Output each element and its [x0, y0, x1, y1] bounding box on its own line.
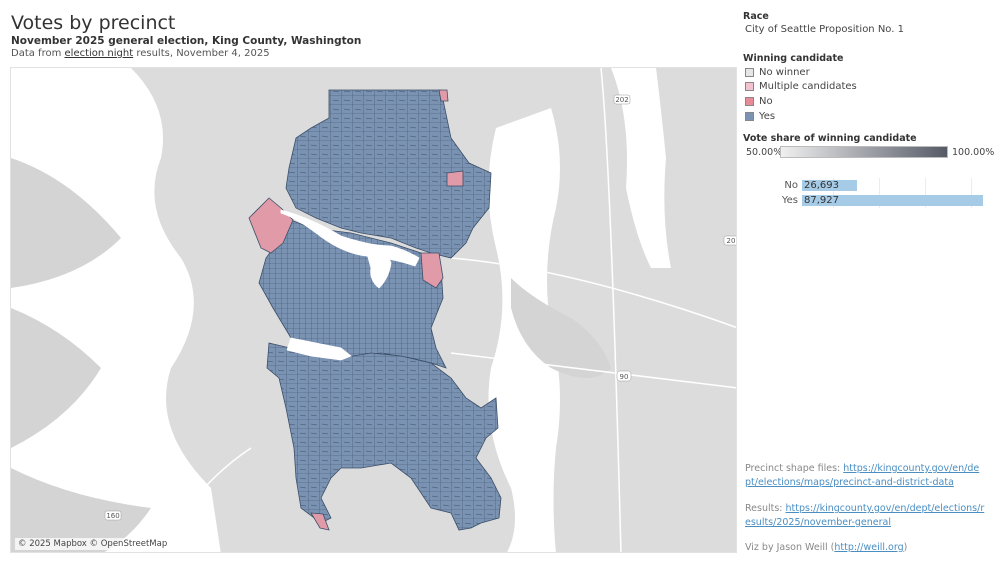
south-no-precinct — [310, 512, 330, 531]
bar-label-no: No — [784, 180, 798, 191]
share-min: 50.00% — [746, 147, 783, 158]
viz-prefix: Viz by Jason Weill ( — [745, 542, 835, 553]
legend-item-no-winner[interactable]: No winner — [745, 66, 810, 78]
swatch-icon — [745, 111, 754, 121]
road-label-20: 20 — [727, 237, 736, 245]
swatch-icon — [745, 67, 754, 77]
ship-canal-water — [280, 209, 420, 267]
legend-label: No winner — [759, 66, 810, 78]
source-suffix: results, November 4, 2025 — [133, 48, 270, 59]
map-attribution: © 2025 Mapbox © OpenStreetMap — [15, 538, 171, 550]
north-tip-no-precinct — [438, 89, 449, 102]
data-source: Data from election night results, Novemb… — [11, 48, 270, 59]
lake-union-water — [365, 249, 392, 289]
legend-panel: Race City of Seattle Proposition No. 1 W… — [743, 0, 995, 562]
precinct-source-note: Precinct shape files: https://kingcounty… — [745, 462, 985, 490]
page-subtitle: November 2025 general election, King Cou… — [11, 35, 362, 47]
precinct-shapes[interactable] — [248, 89, 502, 531]
road-label-90: 90 — [620, 373, 629, 381]
bar-value-no: 26,693 — [804, 180, 839, 191]
legend-item-yes[interactable]: Yes — [745, 110, 775, 122]
road-label-160: 160 — [106, 512, 119, 520]
viz-credit: Viz by Jason Weill (http://weill.org) — [745, 541, 985, 555]
chart-gridline — [925, 178, 926, 208]
north-seattle-precincts — [285, 89, 492, 259]
legend-label: Yes — [759, 110, 776, 122]
chart-gridline — [833, 178, 834, 208]
legend-label: Multiple candidates — [759, 80, 857, 92]
swatch-icon — [745, 81, 754, 91]
chart-gridline — [971, 178, 972, 208]
share-max: 100.00% — [952, 147, 995, 158]
precinct-prefix: Precinct shape files: — [745, 463, 844, 474]
page-title: Votes by precinct — [11, 12, 176, 34]
election-night-link[interactable]: election night — [64, 48, 134, 59]
precinct-map[interactable]: 202 160 90 20 © 2025 Mapbox © OpenStreet… — [10, 67, 737, 553]
source-prefix: Data from — [11, 48, 65, 59]
swatch-icon — [745, 96, 754, 106]
road-shields: 202 160 90 20 — [104, 94, 736, 521]
legend-item-multiple[interactable]: Multiple candidates — [745, 80, 857, 92]
duwamish-water — [286, 337, 352, 361]
legend-label: No — [759, 95, 773, 107]
race-label: Race — [743, 11, 769, 22]
legend-item-no[interactable]: No — [745, 95, 773, 107]
winner-label: Winning candidate — [743, 53, 844, 64]
chart-gridline — [879, 178, 880, 208]
results-link[interactable]: https://kingcounty.gov/en/dept/elections… — [745, 503, 985, 528]
road-label-202: 202 — [615, 96, 628, 104]
share-gradient — [780, 146, 948, 158]
map-canvas[interactable]: 202 160 90 20 — [11, 68, 737, 553]
bar-no[interactable] — [802, 180, 857, 191]
viz-suffix: ) — [903, 542, 908, 553]
bar-label-yes: Yes — [781, 195, 798, 206]
central-no-precinct — [420, 252, 444, 289]
share-label: Vote share of winning candidate — [743, 133, 917, 144]
precinct-link[interactable]: https://kingcounty.gov/en/dept/elections… — [745, 463, 980, 488]
viz-link[interactable]: http://weill.org — [834, 542, 904, 553]
south-seattle-precincts — [266, 342, 502, 531]
bar-yes[interactable] — [802, 195, 983, 206]
northeast-no-precinct — [446, 170, 464, 187]
results-prefix: Results: — [745, 503, 786, 514]
race-value[interactable]: City of Seattle Proposition No. 1 — [745, 24, 904, 35]
results-source-note: Results: https://kingcounty.gov/en/dept/… — [745, 502, 985, 530]
bar-value-yes: 87,927 — [804, 195, 839, 206]
water-bodies — [11, 68, 671, 552]
